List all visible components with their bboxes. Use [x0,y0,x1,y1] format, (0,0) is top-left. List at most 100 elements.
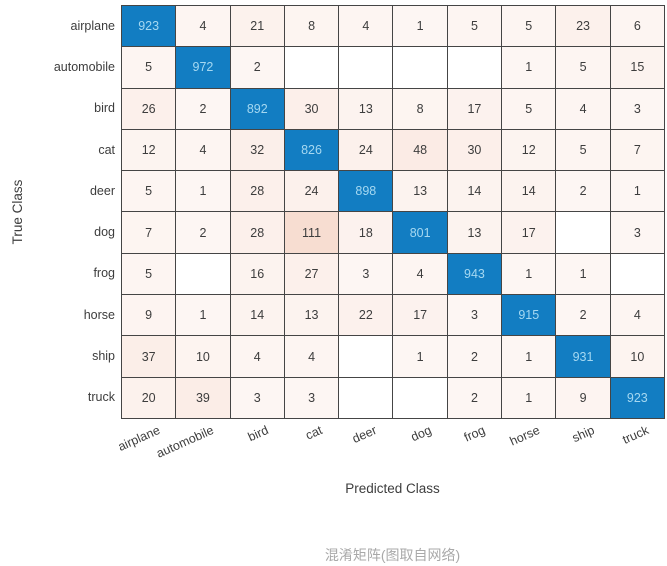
matrix-cell-dog-bird: 28 [230,212,285,254]
matrix-cell-ship-automobile: 10 [176,336,231,378]
row-label-truck: truck [87,390,115,405]
matrix-cell-truck-deer [339,377,394,419]
matrix-cell-ship-ship: 931 [556,336,611,378]
matrix-cell-bird-automobile: 2 [176,88,231,130]
matrix-cell-dog-ship [556,212,611,254]
matrix-cell-horse-truck: 4 [610,295,665,337]
matrix-cell-bird-dog: 8 [393,88,448,130]
matrix-cell-truck-bird: 3 [230,377,285,419]
matrix-cell-ship-cat: 4 [284,336,340,378]
matrix-cell-cat-truck: 7 [610,129,665,172]
matrix-cell-airplane-horse: 5 [502,6,557,48]
matrix-cell-deer-horse: 14 [502,171,557,213]
matrix-cell-frog-automobile [176,253,231,296]
column-label-automobile: automobile [154,423,217,461]
column-label-truck: truck [620,423,651,447]
matrix-cell-bird-airplane: 26 [122,88,177,130]
matrix-cell-frog-dog: 4 [393,253,448,296]
matrix-cell-cat-deer: 24 [339,129,394,172]
matrix-cell-frog-cat: 27 [284,253,340,296]
row-label-cat: cat [98,142,115,157]
matrix-cell-cat-dog: 48 [393,129,448,172]
matrix-cell-ship-deer [339,336,394,378]
matrix-cell-truck-airplane: 20 [122,377,177,419]
matrix-cell-bird-cat: 30 [284,88,340,130]
matrix-cell-bird-ship: 4 [556,88,611,130]
row-label-automobile: automobile [53,59,115,74]
matrix-cell-bird-truck: 3 [610,88,665,130]
matrix-cell-deer-airplane: 5 [122,171,177,213]
row-label-deer: deer [89,183,115,198]
matrix-cell-automobile-deer [339,47,394,89]
matrix-cell-deer-automobile: 1 [176,171,231,213]
matrix-cell-dog-deer: 18 [339,212,394,254]
matrix-cell-frog-frog: 943 [447,253,503,296]
matrix-cell-deer-truck: 1 [610,171,665,213]
matrix-cell-ship-bird: 4 [230,336,285,378]
row-label-frog: frog [93,266,115,281]
matrix-cell-bird-frog: 17 [447,88,503,130]
figure-caption: 混淆矩阵(图取自网络) [324,547,461,563]
x-axis-title: Predicted Class [345,481,440,496]
row-label-horse: horse [83,307,115,322]
matrix-cell-bird-horse: 5 [502,88,557,130]
matrix-cell-airplane-dog: 1 [393,6,448,48]
matrix-cell-airplane-automobile: 4 [176,6,231,48]
matrix-cell-deer-cat: 24 [284,171,340,213]
matrix-cell-deer-frog: 14 [447,171,503,213]
matrix-cell-deer-deer: 898 [339,171,394,213]
matrix-cell-ship-frog: 2 [447,336,503,378]
row-label-ship: ship [92,349,115,364]
matrix-cell-automobile-dog [393,47,448,89]
matrix-cell-deer-dog: 13 [393,171,448,213]
matrix-cell-dog-truck: 3 [610,212,665,254]
matrix-cell-horse-airplane: 9 [122,295,177,337]
column-label-dog: dog [408,423,434,445]
matrix-cell-dog-airplane: 7 [122,212,177,254]
matrix-cell-frog-horse: 1 [502,253,557,296]
confusion-matrix-grid: 923 4 21 8 4 1 5 5 23 6 5 972 2 1 5 15 26 2 892 30 13 8 17 5 4 3 1… [121,5,665,419]
matrix-cell-truck-cat: 3 [284,377,340,419]
matrix-cell-horse-dog: 17 [393,295,448,337]
column-label-horse: horse [507,423,542,449]
matrix-cell-automobile-frog [447,47,503,89]
row-label-airplane: airplane [70,18,115,33]
matrix-cell-horse-bird: 14 [230,295,285,337]
matrix-cell-cat-automobile: 4 [176,129,231,172]
matrix-cell-automobile-airplane: 5 [122,47,177,89]
matrix-cell-cat-airplane: 12 [122,129,177,172]
matrix-cell-frog-truck [610,253,665,296]
row-label-bird: bird [94,101,115,116]
matrix-cell-truck-automobile: 39 [176,377,231,419]
matrix-cell-airplane-cat: 8 [284,6,340,48]
matrix-cell-horse-frog: 3 [447,295,503,337]
matrix-cell-truck-horse: 1 [502,377,557,419]
matrix-cell-horse-horse: 915 [502,295,557,337]
row-label-dog: dog [94,225,115,240]
matrix-cell-bird-bird: 892 [230,88,285,130]
matrix-cell-horse-automobile: 1 [176,295,231,337]
matrix-cell-horse-cat: 13 [284,295,340,337]
matrix-cell-cat-ship: 5 [556,129,611,172]
matrix-cell-automobile-horse: 1 [502,47,557,89]
column-label-bird: bird [245,423,271,445]
matrix-cell-airplane-deer: 4 [339,6,394,48]
matrix-cell-cat-cat: 826 [284,129,340,172]
matrix-cell-automobile-truck: 15 [610,47,665,89]
matrix-cell-horse-ship: 2 [556,295,611,337]
column-label-cat: cat [303,423,325,443]
matrix-cell-automobile-automobile: 972 [176,47,231,89]
matrix-cell-airplane-ship: 23 [556,6,611,48]
matrix-cell-frog-bird: 16 [230,253,285,296]
matrix-cell-dog-horse: 17 [502,212,557,254]
matrix-cell-dog-automobile: 2 [176,212,231,254]
matrix-cell-frog-airplane: 5 [122,253,177,296]
matrix-cell-automobile-bird: 2 [230,47,285,89]
matrix-cell-airplane-airplane: 923 [122,6,177,48]
matrix-cell-automobile-ship: 5 [556,47,611,89]
matrix-cell-bird-deer: 13 [339,88,394,130]
column-label-deer: deer [350,423,380,446]
matrix-cell-automobile-cat [284,47,340,89]
matrix-cell-cat-horse: 12 [502,129,557,172]
